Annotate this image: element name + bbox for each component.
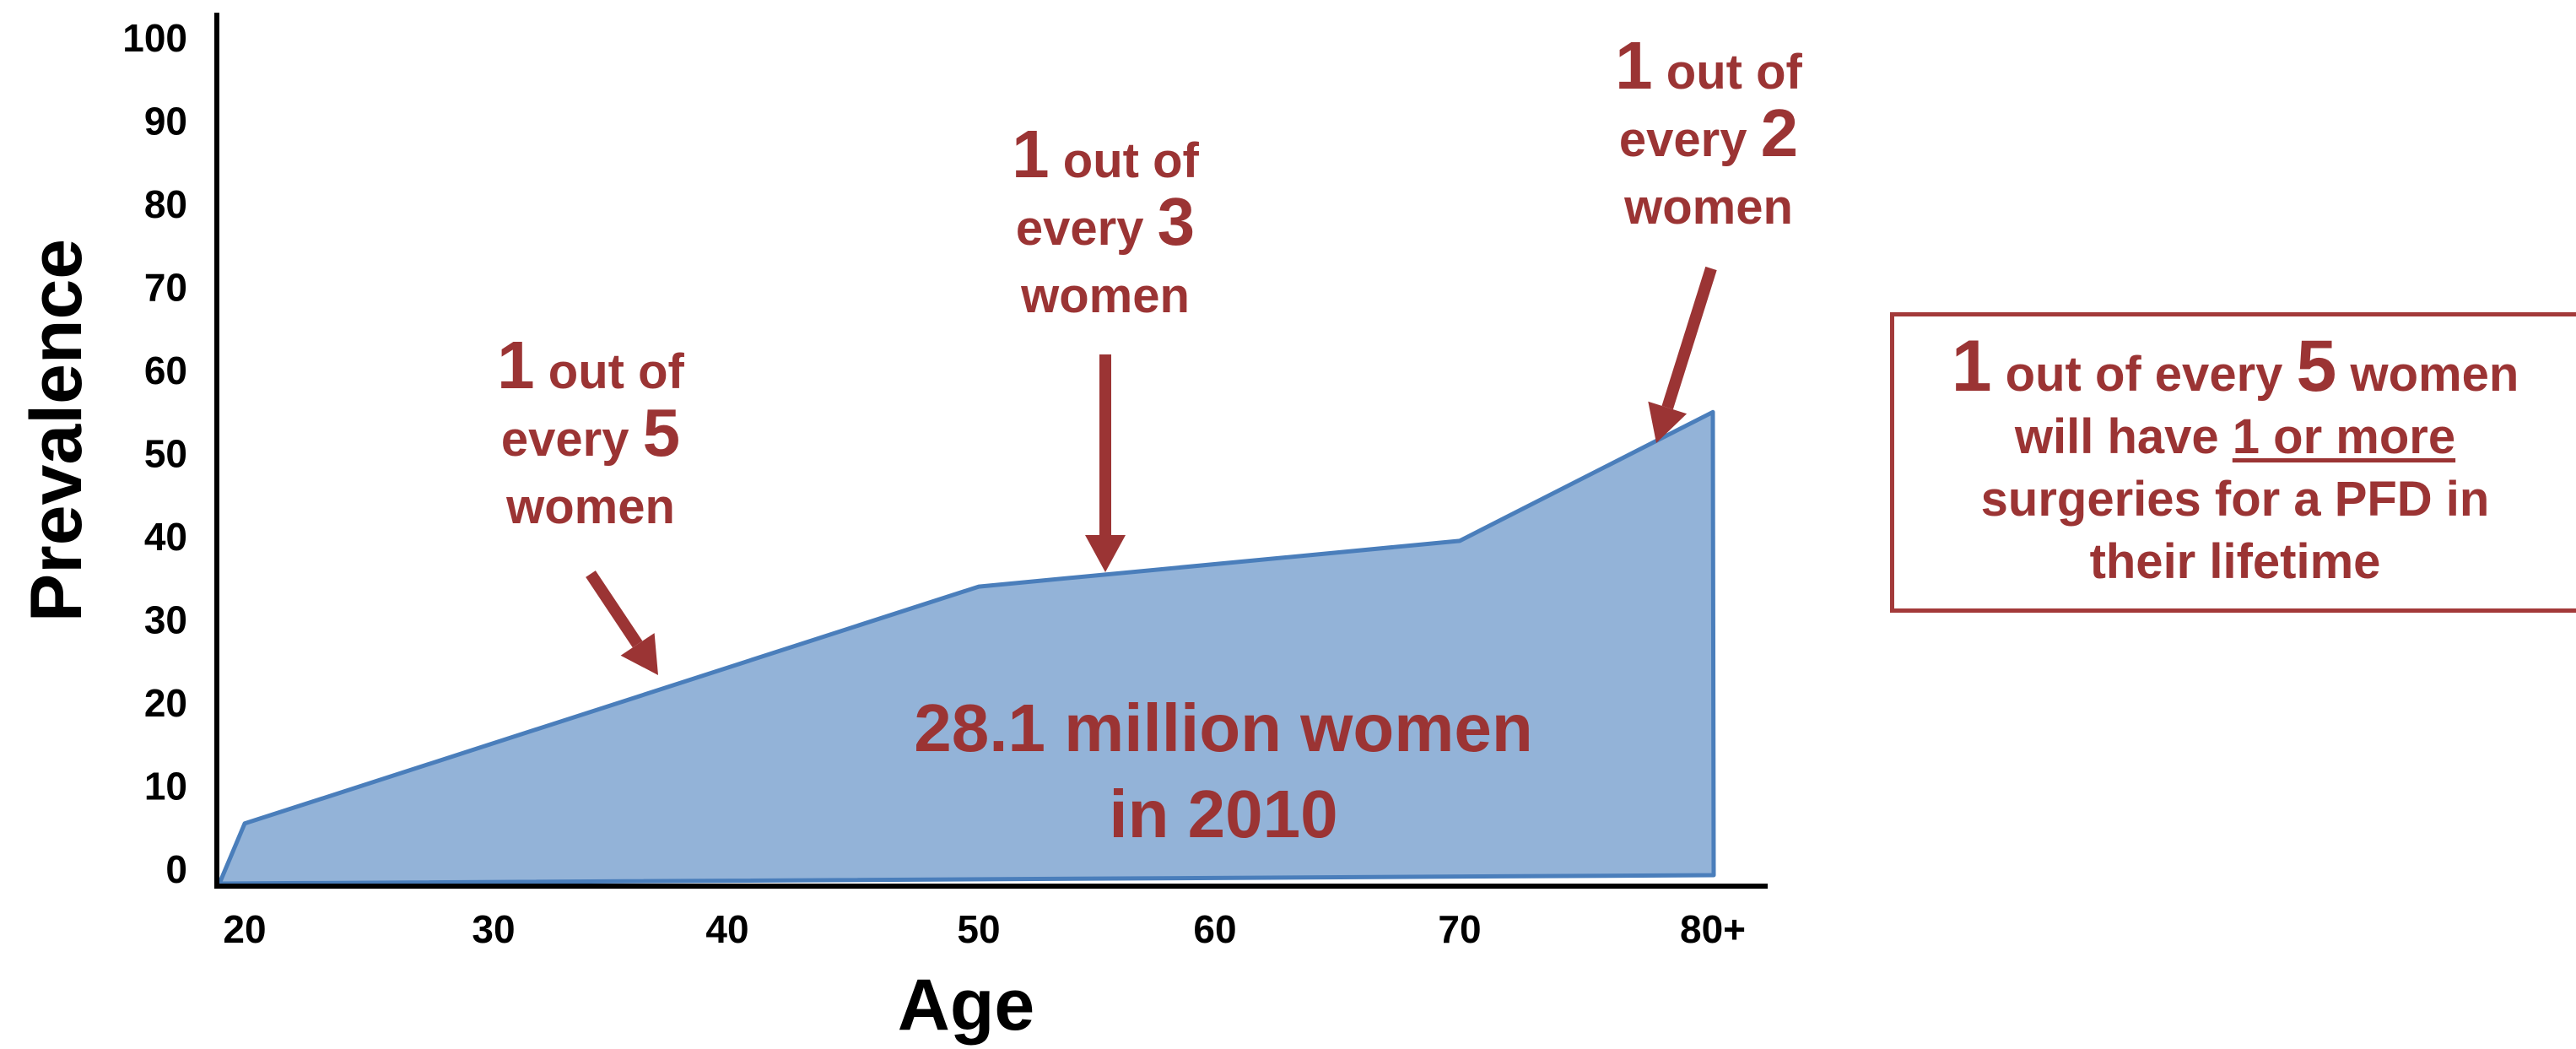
annotation-line2: every 5 <box>501 395 680 470</box>
annotation-line1: 1 out of <box>1615 28 1802 103</box>
annotation-line1: 1 out of <box>497 327 684 403</box>
summary-text2: women <box>2350 347 2519 402</box>
summary-text1: out of every <box>2005 347 2283 402</box>
summary-line-2: will have 1 or more <box>1894 406 2576 468</box>
summary-line2-underlined: 1 or more <box>2232 409 2456 464</box>
annotation-denominator: 3 <box>1158 184 1196 259</box>
x-axis-label: Age <box>898 965 1034 1046</box>
y-tick-label: 100 <box>122 16 187 60</box>
annotation-arrow-head <box>1648 401 1688 443</box>
annotation-denominator: 5 <box>643 395 681 470</box>
annotation-out-of: out of <box>1653 45 1803 100</box>
summary-denominator: 5 <box>2296 326 2337 407</box>
annotation-num: 1 <box>1615 28 1653 103</box>
annotation-denominator: 2 <box>1761 95 1799 170</box>
area-label-line1: 28.1 million women <box>914 690 1533 765</box>
annotation-line1: 1 out of <box>1012 116 1199 192</box>
annotation-every: every <box>501 412 643 467</box>
y-tick-label: 40 <box>144 515 187 559</box>
annotation-num: 1 <box>1012 116 1050 192</box>
summary-box: 1 out of every 5 women will have 1 or mo… <box>1890 312 2576 613</box>
summary-line-4: their lifetime <box>2089 534 2381 589</box>
annotation-women: women <box>1020 268 1190 323</box>
annotation-out-of: out of <box>1050 133 1200 188</box>
x-tick-label: 60 <box>1193 907 1236 951</box>
x-tick-label: 20 <box>223 907 266 951</box>
annotation-women: women <box>505 479 675 534</box>
axis-labels: Age Prevalence <box>16 239 1034 1046</box>
annotation-women: women <box>1623 180 1793 235</box>
annotation-line2: every 3 <box>1016 184 1195 259</box>
y-tick-label: 80 <box>144 182 187 226</box>
x-tick-label: 40 <box>705 907 748 951</box>
y-axis-label: Prevalence <box>16 239 97 622</box>
y-tick-label: 90 <box>144 100 187 143</box>
summary-line2-prefix: will have <box>2014 409 2219 464</box>
x-tick-label: 70 <box>1438 907 1481 951</box>
y-tick-label: 70 <box>144 266 187 310</box>
axes <box>214 13 1768 889</box>
summary-line-3: surgeries for a PFD in <box>1980 472 2490 527</box>
annotation-every: every <box>1016 201 1158 256</box>
annotation-num: 1 <box>497 327 535 403</box>
annotation-arrow-head <box>1085 535 1126 572</box>
x-tick-labels: 20 30 40 50 60 70 80+ <box>223 907 1746 951</box>
summary-num: 1 <box>1951 326 1992 407</box>
area-series <box>217 409 1716 886</box>
summary-line-1: 1 out of every 5 women <box>1894 330 2576 406</box>
x-tick-label: 50 <box>957 907 1000 951</box>
y-tick-label: 0 <box>165 847 187 891</box>
x-tick-label: 30 <box>472 907 515 951</box>
y-tick-label: 30 <box>144 598 187 642</box>
annotation-out-of: out of <box>535 344 685 399</box>
x-tick-label: 80+ <box>1680 907 1746 951</box>
annotation-arrow-head <box>620 633 658 675</box>
y-tick-label: 20 <box>144 681 187 725</box>
annotation-arrow-shaft <box>1661 266 1717 410</box>
annotation-line2: every 2 <box>1619 95 1798 170</box>
y-tick-label: 50 <box>144 432 187 476</box>
area-label-line2: in 2010 <box>1109 776 1337 852</box>
y-tick-labels: 0 10 20 30 40 50 60 70 80 90 100 <box>122 16 187 891</box>
y-tick-label: 10 <box>144 765 187 808</box>
area-layer: 28.1 million women in 2010 <box>217 409 1716 886</box>
annotation-every: every <box>1619 112 1761 167</box>
annotation-arrow-shaft <box>586 570 643 648</box>
y-tick-label: 60 <box>144 349 187 392</box>
